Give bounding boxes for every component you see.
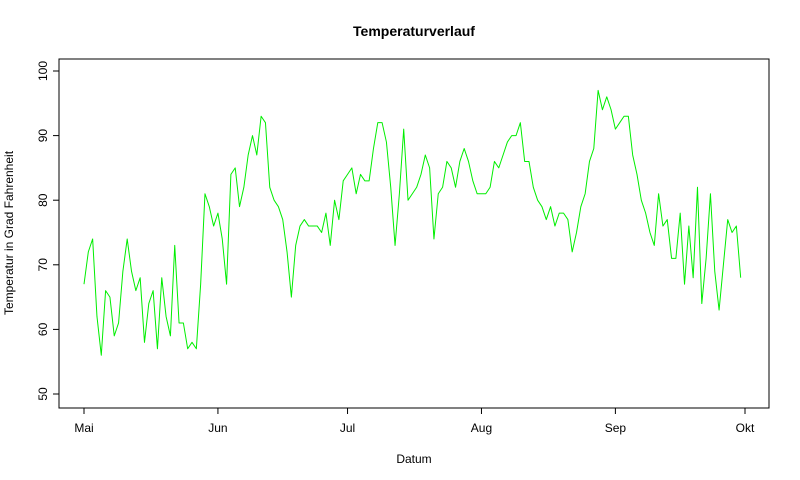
x-tick-label: Mai (74, 421, 93, 435)
x-tick-label: Okt (736, 421, 755, 435)
y-tick-label: 80 (36, 193, 50, 207)
x-tick-label: Jul (340, 421, 355, 435)
y-tick-label: 70 (36, 258, 50, 272)
y-tick-label: 50 (36, 387, 50, 401)
x-tick-label: Jun (208, 421, 227, 435)
x-tick-label: Sep (605, 421, 627, 435)
x-axis-label: Datum (396, 452, 431, 466)
y-tick-label: 60 (36, 322, 50, 336)
y-axis: 50 60 70 80 90 100 (36, 61, 59, 401)
y-axis-label: Temperatur in Grad Fahrenheit (2, 150, 16, 315)
chart-title: Temperaturverlauf (353, 23, 475, 39)
y-tick-label: 100 (36, 61, 50, 81)
plot-frame (58, 58, 770, 409)
y-tick-label: 90 (36, 129, 50, 143)
series-layer (83, 89, 742, 356)
series-line (83, 89, 742, 356)
x-axis: Mai Jun Jul Aug Sep Okt (74, 408, 755, 435)
x-tick-label: Aug (471, 421, 492, 435)
